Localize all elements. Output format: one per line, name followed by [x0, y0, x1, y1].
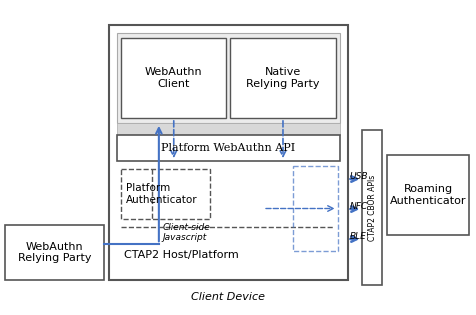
- Text: Client-side
Javascript: Client-side Javascript: [163, 223, 210, 242]
- Bar: [117, 135, 339, 161]
- Text: WebAuthn
Relying Party: WebAuthn Relying Party: [18, 242, 91, 263]
- Text: Native
Relying Party: Native Relying Party: [246, 67, 320, 89]
- Bar: [109, 25, 347, 280]
- Bar: [5, 225, 104, 280]
- Bar: [230, 38, 336, 118]
- Bar: [121, 38, 227, 118]
- Bar: [387, 155, 469, 235]
- Bar: [293, 166, 337, 251]
- Text: Roaming
Authenticator: Roaming Authenticator: [390, 184, 466, 206]
- Text: Client Device: Client Device: [191, 292, 265, 302]
- Text: Platform WebAuthn API: Platform WebAuthn API: [161, 143, 296, 153]
- Text: USB: USB: [349, 172, 368, 181]
- Text: BLE: BLE: [349, 232, 367, 241]
- Bar: [362, 130, 382, 285]
- Bar: [121, 169, 210, 219]
- Text: CTAP2 Host/Platform: CTAP2 Host/Platform: [124, 250, 239, 260]
- Text: WebAuthn
Client: WebAuthn Client: [145, 67, 203, 89]
- Bar: [117, 123, 339, 135]
- Text: CTAP2 CBOR APIs: CTAP2 CBOR APIs: [368, 175, 377, 241]
- Bar: [117, 33, 339, 123]
- Text: Platform
Authenticator: Platform Authenticator: [126, 183, 198, 205]
- Text: NFC: NFC: [349, 202, 367, 211]
